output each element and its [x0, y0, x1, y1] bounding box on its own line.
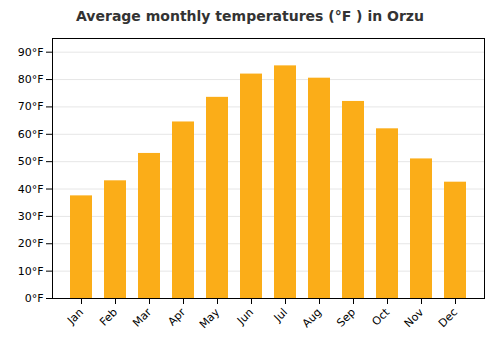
- svg-text:90°F: 90°F: [18, 46, 44, 59]
- svg-text:Jul: Jul: [271, 306, 290, 325]
- svg-text:Sep: Sep: [334, 306, 358, 330]
- svg-text:50°F: 50°F: [18, 155, 44, 168]
- svg-text:Jan: Jan: [64, 306, 86, 328]
- svg-text:30°F: 30°F: [18, 210, 44, 223]
- svg-text:Apr: Apr: [165, 305, 188, 328]
- svg-text:60°F: 60°F: [18, 128, 44, 141]
- svg-text:Feb: Feb: [97, 306, 120, 329]
- svg-text:Oct: Oct: [369, 305, 392, 328]
- svg-text:10°F: 10°F: [18, 265, 44, 278]
- svg-text:20°F: 20°F: [18, 237, 44, 250]
- svg-text:Jun: Jun: [234, 306, 256, 328]
- svg-text:Nov: Nov: [402, 305, 427, 330]
- html-text:Average monthly temperatures (: Average monthly temperatures (°F ) in Or…: [76, 8, 424, 24]
- svg-text:70°F: 70°F: [18, 100, 44, 113]
- svg-text:0°F: 0°F: [25, 292, 44, 305]
- svg-text:40°F: 40°F: [18, 183, 44, 196]
- svg-text:Mar: Mar: [130, 305, 154, 329]
- svg-text:May: May: [197, 305, 223, 331]
- svg-text:Aug: Aug: [300, 306, 324, 330]
- svg-text:Dec: Dec: [436, 306, 460, 330]
- svg-text:80°F: 80°F: [18, 73, 44, 86]
